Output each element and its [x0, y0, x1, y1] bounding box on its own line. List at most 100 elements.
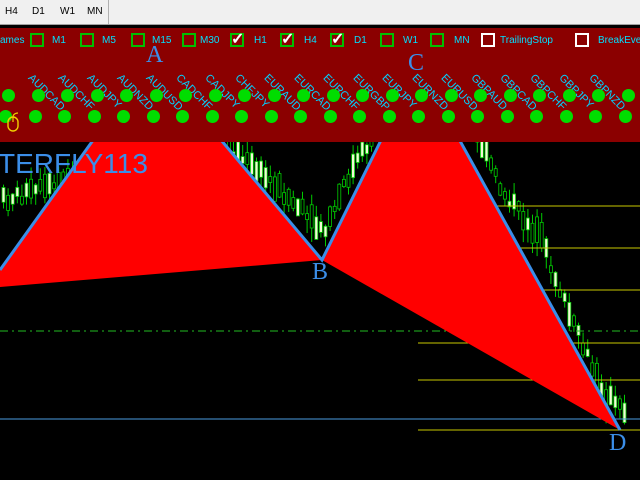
pattern-point-c-label: C — [408, 50, 425, 76]
status-dot — [120, 89, 133, 102]
checkbox-label: M1 — [52, 35, 66, 46]
checkbox-breakeve[interactable] — [575, 33, 589, 47]
checkbox-label: M15 — [152, 35, 172, 46]
candle-body — [502, 191, 507, 200]
candle-body — [489, 157, 494, 171]
candle-body — [47, 172, 52, 195]
status-dot — [179, 89, 192, 102]
candle-body — [245, 152, 250, 165]
candle-body — [43, 173, 47, 199]
status-dot — [441, 110, 455, 123]
candle-body — [539, 222, 544, 249]
status-dot — [58, 110, 71, 123]
candle-body — [526, 217, 530, 231]
candle-body — [282, 192, 287, 205]
candle-body — [535, 216, 539, 243]
candle-body — [360, 141, 365, 157]
status-dot — [503, 89, 517, 102]
timeframe-mn-button[interactable]: MN — [87, 6, 103, 17]
candle-body — [346, 173, 351, 188]
timeframe-checkbox-row: ames M1 M5 M15 M30 ✓ H1 ✓ H4 ✓ D1 W1 MN TrailingStop B… — [0, 31, 640, 52]
checkbox-trailingstop[interactable] — [481, 33, 495, 47]
timeframe-d1-button[interactable]: D1 — [32, 6, 45, 17]
candle-body — [259, 160, 264, 178]
candle-body — [291, 197, 296, 209]
status-dot — [621, 89, 635, 102]
candle-body — [521, 211, 526, 231]
status-dot — [533, 89, 546, 102]
checkbox-h1[interactable]: ✓ — [230, 31, 244, 48]
candle-body — [305, 213, 310, 220]
status-dot — [592, 89, 605, 102]
candle-body — [6, 194, 10, 211]
candle-body — [613, 395, 618, 409]
candle-body — [530, 222, 535, 244]
pattern-name-label: TERFLY113 — [0, 148, 148, 179]
candle-body — [29, 178, 34, 199]
status-dot — [176, 110, 189, 123]
timeframe-h4-button[interactable]: H4 — [5, 6, 18, 17]
checkbox-m5[interactable] — [80, 33, 94, 47]
checkbox-mn[interactable] — [430, 33, 444, 47]
candle-body — [364, 144, 369, 155]
check-icon: ✓ — [231, 31, 245, 48]
candle-body — [254, 161, 259, 182]
status-dot — [382, 110, 396, 123]
status-dot — [356, 89, 369, 102]
status-dot — [31, 89, 45, 102]
status-dot — [474, 89, 487, 102]
checkbox-w1[interactable] — [380, 33, 394, 47]
status-dot — [2, 89, 15, 102]
pattern-point-a-label: A — [146, 42, 164, 68]
status-dot — [264, 110, 278, 123]
status-dot — [146, 110, 160, 123]
status-dot — [267, 89, 281, 102]
checkbox-label: H1 — [254, 35, 267, 46]
candle-body — [351, 153, 356, 179]
candle-body — [19, 195, 24, 205]
timeframe-w1-button[interactable]: W1 — [60, 6, 75, 17]
status-dot — [444, 89, 458, 102]
checkbox-label: M5 — [102, 35, 116, 46]
candle-body — [558, 289, 562, 298]
status-dot — [562, 89, 576, 102]
candle-body — [1, 187, 6, 203]
status-dot — [297, 89, 310, 102]
candle-body — [277, 173, 282, 198]
pattern-point-d-label: D — [609, 430, 627, 456]
status-dot — [415, 89, 428, 102]
candle-body — [553, 271, 558, 288]
status-dot — [589, 110, 602, 123]
candle-body — [323, 225, 328, 238]
candle-body — [295, 198, 300, 217]
checkbox-label: TrailingStop — [500, 35, 553, 46]
timeframe-toolbar: H4 D1 W1 MN — [0, 0, 640, 25]
candle-body — [341, 178, 346, 188]
candle-body — [618, 398, 622, 410]
candle-body — [33, 184, 38, 195]
candle-body — [581, 342, 585, 356]
checkbox-m30[interactable] — [182, 33, 196, 47]
checkbox-h4[interactable]: ✓ — [280, 31, 294, 48]
candle-body — [355, 152, 360, 163]
candle-body — [337, 183, 342, 210]
candle-body — [572, 315, 576, 327]
status-dot — [61, 89, 74, 102]
candle-body — [507, 200, 512, 208]
checkbox-label: ames — [0, 35, 25, 46]
candle-body — [549, 265, 553, 274]
checkbox-label: BreakEve — [598, 35, 640, 46]
candle-body — [484, 139, 489, 162]
checkbox-label: H4 — [304, 35, 317, 46]
checkbox-d1[interactable]: ✓ — [330, 31, 344, 48]
status-dot — [353, 110, 366, 123]
status-dot — [530, 110, 543, 123]
candle-body — [52, 182, 56, 190]
candle-body — [268, 176, 273, 183]
status-dot — [90, 89, 104, 102]
status-dot — [385, 89, 399, 102]
candle-body — [249, 152, 254, 175]
checkbox-m15[interactable] — [131, 33, 145, 47]
checkbox-m1[interactable] — [30, 33, 44, 47]
status-dot — [471, 110, 484, 123]
